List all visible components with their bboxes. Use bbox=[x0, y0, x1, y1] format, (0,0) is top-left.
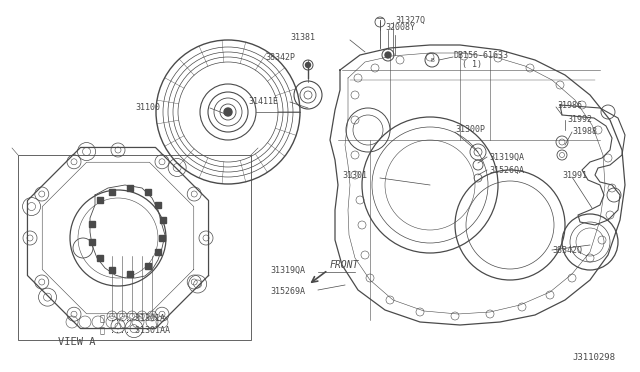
Text: 31986: 31986 bbox=[557, 102, 582, 110]
Circle shape bbox=[224, 108, 232, 116]
Text: 31100: 31100 bbox=[135, 103, 160, 112]
Bar bbox=[127, 271, 133, 277]
Bar bbox=[159, 235, 165, 241]
Text: DB156-61633: DB156-61633 bbox=[454, 51, 509, 60]
Text: 32008Y: 32008Y bbox=[385, 23, 415, 32]
Bar bbox=[145, 263, 151, 269]
Text: 31300P: 31300P bbox=[455, 125, 485, 135]
Text: ( 1): ( 1) bbox=[462, 61, 482, 70]
Bar bbox=[155, 249, 161, 255]
Text: 315269A: 315269A bbox=[270, 288, 305, 296]
Bar bbox=[89, 221, 95, 227]
Text: 31411E: 31411E bbox=[248, 97, 278, 106]
Text: 31991: 31991 bbox=[562, 170, 587, 180]
Bar bbox=[155, 202, 161, 208]
Text: ⓐ .... 31301A: ⓐ .... 31301A bbox=[100, 314, 165, 323]
Text: J3110298: J3110298 bbox=[572, 353, 615, 362]
Text: 31992: 31992 bbox=[567, 115, 592, 124]
Text: 31327Q: 31327Q bbox=[395, 16, 425, 25]
Text: VIEW A: VIEW A bbox=[58, 337, 95, 347]
Bar bbox=[97, 255, 103, 261]
Text: FRONT: FRONT bbox=[330, 260, 360, 270]
Circle shape bbox=[385, 52, 391, 58]
Text: B: B bbox=[430, 58, 434, 62]
Text: ⓑ .... 31301AA: ⓑ .... 31301AA bbox=[100, 326, 170, 334]
Text: 31301: 31301 bbox=[342, 171, 367, 180]
Text: 31988: 31988 bbox=[572, 126, 597, 135]
Text: 38342P: 38342P bbox=[265, 52, 295, 61]
Text: 31526QA: 31526QA bbox=[489, 166, 524, 174]
Bar bbox=[145, 189, 151, 195]
Text: 38342Q: 38342Q bbox=[552, 246, 582, 254]
Bar bbox=[89, 239, 95, 245]
Bar bbox=[109, 267, 115, 273]
Bar bbox=[160, 217, 166, 223]
Circle shape bbox=[305, 62, 310, 67]
Bar bbox=[109, 189, 115, 195]
Bar bbox=[127, 185, 133, 191]
Text: 31381: 31381 bbox=[290, 33, 315, 42]
Text: 31319QA: 31319QA bbox=[270, 266, 305, 275]
Bar bbox=[97, 197, 103, 203]
Text: 31319QA: 31319QA bbox=[489, 153, 524, 161]
